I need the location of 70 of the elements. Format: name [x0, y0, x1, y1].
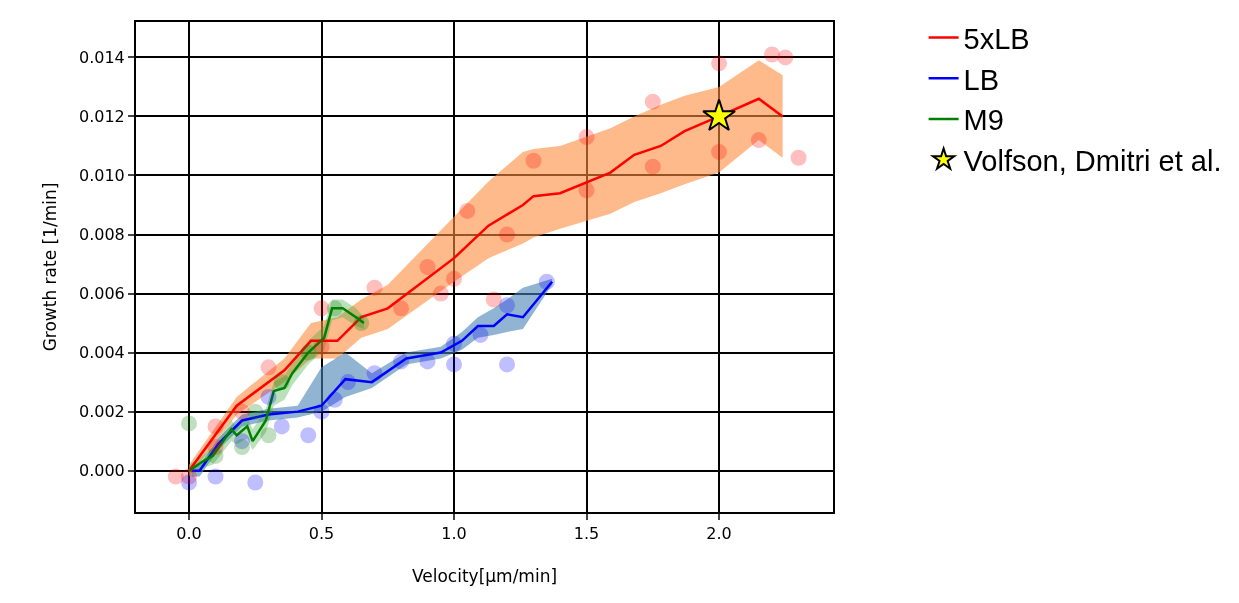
y-tick-label: 0.000: [78, 461, 125, 481]
point: [578, 182, 595, 199]
point: [538, 273, 555, 290]
point: [446, 356, 463, 373]
x-tick-label: 1.0: [441, 524, 467, 544]
point: [326, 391, 343, 408]
x-tick-label: 0.5: [308, 524, 335, 544]
y-tick-label: 0.012: [78, 107, 125, 127]
point: [419, 353, 436, 370]
point: [273, 374, 290, 391]
point: [313, 403, 330, 420]
point: [750, 132, 767, 149]
point: [247, 474, 264, 491]
point: [459, 202, 476, 219]
y-tick-label: 0.014: [78, 48, 125, 68]
y-tick-label: 0.010: [78, 166, 125, 186]
point: [499, 356, 516, 373]
point: [393, 300, 410, 317]
point: [644, 158, 661, 175]
point: [234, 439, 251, 456]
point: [578, 129, 595, 146]
point: [247, 403, 264, 420]
point: [207, 418, 224, 435]
point: [644, 93, 661, 110]
point: [499, 226, 516, 243]
point: [260, 388, 277, 405]
point: [777, 49, 794, 66]
point: [300, 427, 317, 444]
point: [702, 98, 737, 132]
point: [525, 152, 542, 169]
point: [432, 285, 449, 302]
y-axis-title: Growth rate [1/min]: [40, 182, 61, 352]
y-tick-label: 0.002: [78, 402, 125, 422]
point: [207, 468, 224, 485]
point: [313, 338, 330, 355]
point: [446, 335, 463, 352]
point: [260, 427, 277, 444]
point: [260, 359, 277, 376]
x-tick-label: 1.5: [573, 524, 600, 544]
point: [207, 447, 224, 464]
point: [366, 365, 383, 382]
x-tick-label: 2.0: [706, 524, 732, 544]
legend-label: Volfson, Dmitri et al.: [963, 144, 1222, 177]
point: [181, 474, 197, 491]
point: [234, 403, 251, 420]
point: [711, 55, 728, 72]
point: [446, 270, 463, 287]
legend-label: M9: [963, 104, 1004, 137]
point: [393, 353, 410, 370]
point: [366, 279, 383, 296]
point: [326, 300, 343, 317]
point: [472, 326, 489, 343]
legend-label: 5xLB: [963, 22, 1030, 55]
point: [790, 149, 807, 166]
point: [300, 344, 317, 361]
point: [181, 415, 197, 432]
y-tick-label: 0.008: [78, 225, 125, 245]
x-axis-title: Velocity[µm/min]: [411, 566, 558, 587]
point: [485, 291, 502, 308]
point: [419, 259, 436, 275]
x-tick-label: 0.0: [176, 524, 202, 544]
y-tick-label: 0.004: [78, 343, 125, 363]
y-tick-label: 0.006: [78, 284, 125, 304]
legend-label: LB: [963, 63, 1000, 96]
point: [764, 46, 781, 63]
point: [340, 374, 357, 391]
point: [353, 315, 370, 332]
point: [711, 143, 728, 160]
point: [499, 297, 516, 314]
point: [273, 418, 290, 435]
